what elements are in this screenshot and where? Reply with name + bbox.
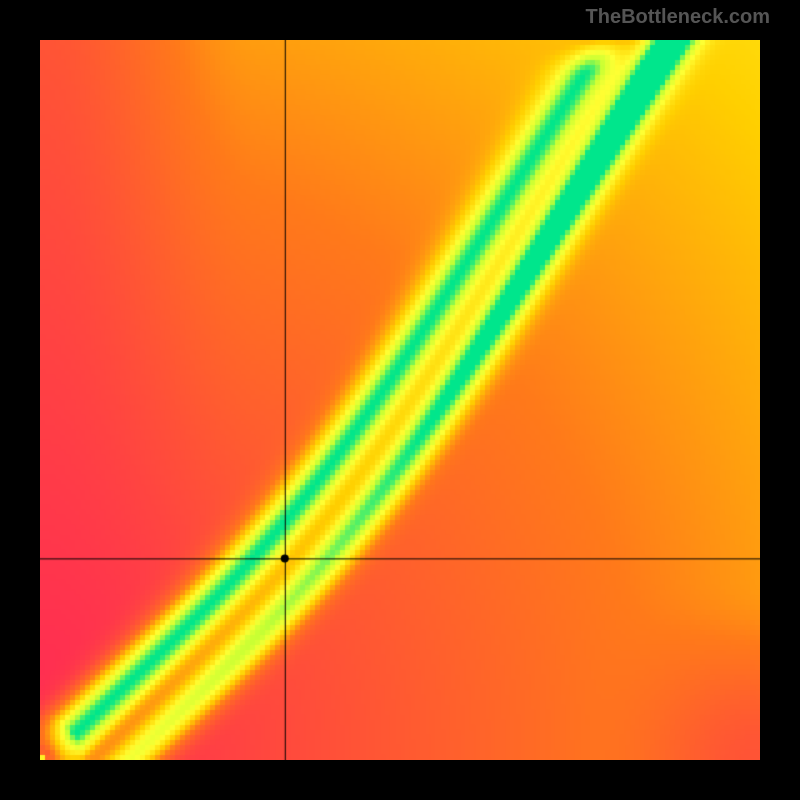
watermark-text: TheBottleneck.com [586, 6, 770, 29]
root-container: TheBottleneck.com [0, 0, 800, 800]
heatmap-plot [40, 40, 760, 760]
